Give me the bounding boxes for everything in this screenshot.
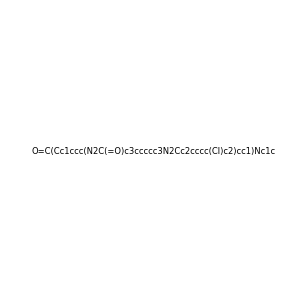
Text: O=C(Cc1ccc(N2C(=O)c3ccccc3N2Cc2cccc(Cl)c2)cc1)Nc1c: O=C(Cc1ccc(N2C(=O)c3ccccc3N2Cc2cccc(Cl)c… (32, 147, 276, 156)
